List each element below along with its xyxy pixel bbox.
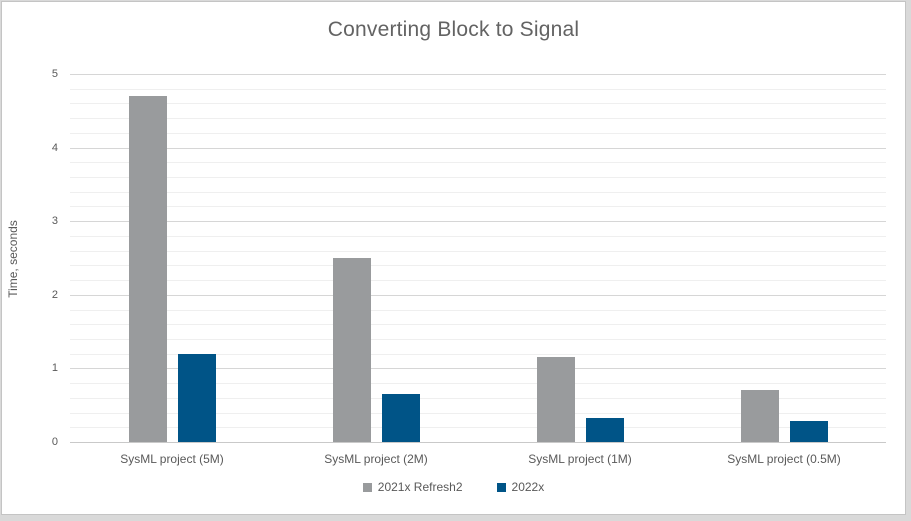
gridline-minor [70,133,886,134]
gridline-minor [70,177,886,178]
legend-swatch [496,482,506,492]
gridline-minor [70,89,886,90]
gridline-minor [70,324,886,325]
gridline-minor [70,206,886,207]
y-tick-label: 0 [51,436,58,448]
gridline-minor [70,339,886,340]
gridline-minor [70,383,886,384]
bar [129,96,167,442]
gridline-minor [70,265,886,266]
gridline-minor [70,236,886,237]
gridline-major [70,148,886,149]
x-axis-label: SysML project (5M) [120,452,224,466]
bar [537,357,575,442]
y-tick-label: 4 [51,142,58,154]
x-axis-label: SysML project (2M) [324,452,428,466]
bar [333,258,371,442]
bar [382,394,420,442]
gridline-minor [70,354,886,355]
legend-item: 2021x Refresh2 [362,480,463,494]
bar [178,354,216,442]
gridline-major [70,295,886,296]
legend-label: 2021x Refresh2 [377,480,463,494]
bar [586,418,624,442]
gridline-minor [70,413,886,414]
y-tick-label: 3 [51,215,58,227]
gridline-minor [70,310,886,311]
legend-swatch [362,482,372,492]
gridline-major [70,221,886,222]
legend-item: 2022x [496,480,545,494]
gridline-minor [70,251,886,252]
legend-label: 2022x [511,480,545,494]
x-axis-label: SysML project (1M) [528,452,632,466]
gridline-minor [70,103,886,104]
bar [790,421,828,442]
y-tick-label: 2 [51,289,58,301]
gridline-minor [70,398,886,399]
bar [741,390,779,442]
y-tick-label: 5 [51,68,58,80]
x-axis-label: SysML project (0.5M) [727,452,841,466]
gridline-major [70,74,886,75]
gridline-minor [70,427,886,428]
gridline-minor [70,118,886,119]
gridline-minor [70,162,886,163]
gridline-minor [70,280,886,281]
y-tick-label: 1 [51,362,58,374]
y-axis-title: Time, seconds [6,220,20,298]
chart-title: Converting Block to Signal [327,18,580,41]
plot-area [70,74,886,443]
legend: 2021x Refresh2 2022x [2,480,905,494]
gridline-major [70,368,886,369]
gridline-minor [70,192,886,193]
